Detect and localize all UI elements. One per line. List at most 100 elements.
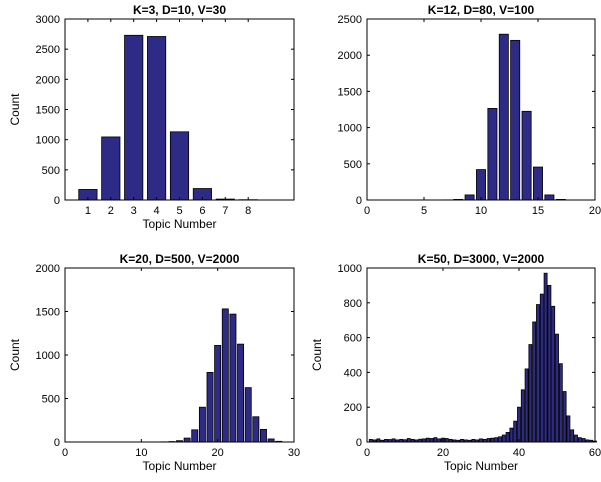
bar <box>566 415 571 443</box>
y-tick-label: 600 <box>344 333 362 345</box>
bar <box>429 438 434 443</box>
x-tick-label: 20 <box>589 205 601 217</box>
x-tick-label: 20 <box>212 447 224 459</box>
chart-panel-2: 0 5 10 15 20 0 500 1000 1500 2000 2500 K=12, D=80, … <box>338 3 601 217</box>
bar <box>558 363 563 443</box>
x-tick-label: 0 <box>364 205 370 217</box>
bar <box>520 389 525 443</box>
bar <box>221 308 229 443</box>
bar <box>214 345 222 443</box>
x-axis-label: Topic Number <box>142 217 216 231</box>
bar <box>524 368 529 443</box>
y-tick-label: 1000 <box>338 263 362 275</box>
bar <box>490 437 495 443</box>
bar <box>198 406 206 443</box>
x-tick-label: 60 <box>589 447 601 459</box>
chart-title: K=3, D=10, V=30 <box>133 3 226 17</box>
bar <box>501 434 506 443</box>
y-tick-label: 3000 <box>36 14 60 26</box>
bar <box>260 428 267 443</box>
y-tick-label: 1500 <box>36 307 60 319</box>
bar <box>183 437 191 443</box>
y-tick-label: 500 <box>42 394 60 406</box>
x-tick-label: 4 <box>154 205 160 217</box>
x-tick-label: 5 <box>176 205 182 217</box>
y-tick-label: 0 <box>54 437 60 449</box>
x-tick-label: 8 <box>245 205 251 217</box>
bar <box>147 36 167 201</box>
y-tick-label: 0 <box>356 195 362 207</box>
y-axis-label: Count <box>310 338 324 371</box>
bar <box>425 437 430 443</box>
y-axis-label: Count <box>8 93 22 126</box>
y-tick-label: 1000 <box>338 123 362 135</box>
bar <box>562 391 567 443</box>
x-tick-label: 0 <box>364 447 370 459</box>
bar <box>487 108 498 201</box>
bar <box>505 432 510 443</box>
bar <box>406 438 411 443</box>
x-tick-label: 5 <box>421 205 427 217</box>
bar <box>581 438 586 443</box>
bar <box>169 131 190 201</box>
bar <box>101 136 121 201</box>
bar <box>444 438 449 443</box>
x-tick-label: 7 <box>222 205 228 217</box>
bar <box>476 169 486 201</box>
bar <box>237 343 245 443</box>
bar <box>510 39 521 201</box>
x-tick-label: 6 <box>199 205 205 217</box>
bar <box>533 166 543 201</box>
x-tick-label: 1 <box>85 205 91 217</box>
x-tick-label: 2 <box>108 205 114 217</box>
bar <box>539 293 544 443</box>
y-tick-label: 500 <box>344 159 362 171</box>
y-tick-label: 200 <box>344 402 362 414</box>
y-tick-label: 500 <box>42 165 60 177</box>
y-tick-label: 1000 <box>36 350 60 362</box>
bar <box>498 436 502 443</box>
y-tick-label: 400 <box>344 367 362 379</box>
y-axis-label: Count <box>8 338 22 371</box>
x-tick-label: 30 <box>288 447 300 459</box>
chart-panel-1: 1 2 3 4 5 6 7 8 0 500 1000 1500 2000 2500 3000 K=3, D=1… <box>8 3 295 231</box>
plot-frame <box>64 267 295 443</box>
bar <box>494 437 499 443</box>
bar <box>124 34 144 201</box>
bar <box>244 387 252 443</box>
x-axis-label: Topic Number <box>444 459 518 473</box>
x-tick-label: 20 <box>437 447 449 459</box>
y-tick-label: 2500 <box>338 14 362 26</box>
bar <box>509 427 514 443</box>
x-tick-label: 15 <box>532 205 544 217</box>
bar <box>574 434 578 443</box>
bar <box>543 272 548 443</box>
bar <box>577 437 582 443</box>
bar <box>517 406 521 443</box>
x-tick-label: 10 <box>135 447 147 459</box>
bar <box>513 420 518 443</box>
chart-title: K=20, D=500, V=2000 <box>120 252 240 266</box>
x-tick-label: 40 <box>513 447 525 459</box>
bar <box>486 438 491 443</box>
y-tick-label: 1500 <box>36 105 60 117</box>
bar <box>570 429 575 443</box>
bar <box>229 313 237 443</box>
chart-title: K=12, D=80, V=100 <box>428 3 535 17</box>
x-axis-label: Topic Number <box>142 459 216 473</box>
y-tick-label: 1000 <box>36 135 60 147</box>
bar <box>206 371 214 443</box>
y-tick-label: 0 <box>54 195 60 207</box>
bar <box>544 194 555 201</box>
y-tick-label: 2500 <box>36 44 60 56</box>
chart-title: K=50, D=3000, V=2000 <box>418 252 545 266</box>
y-tick-label: 2000 <box>36 263 60 275</box>
bar <box>521 110 532 201</box>
bar <box>498 33 509 201</box>
bar <box>528 344 533 443</box>
bar <box>464 194 475 201</box>
x-tick-label: 3 <box>131 205 137 217</box>
bar <box>547 284 552 443</box>
